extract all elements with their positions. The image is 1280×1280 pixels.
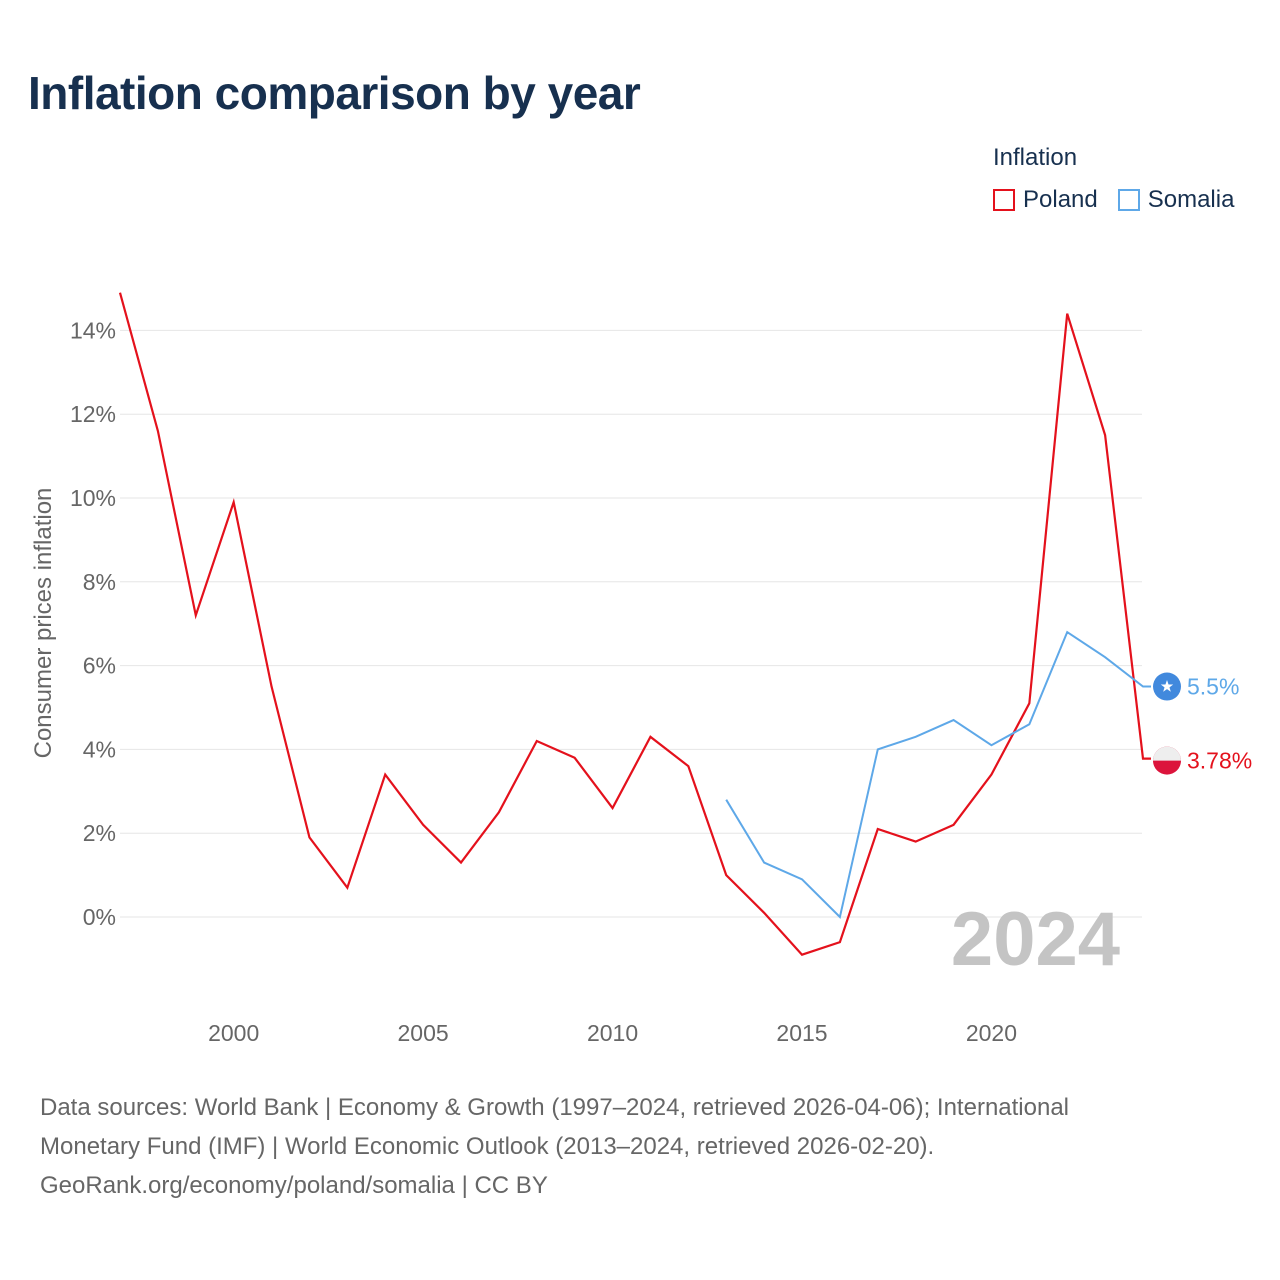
data-point-poland[interactable]	[572, 755, 578, 761]
poland-end-marker: 3.78%	[1153, 746, 1252, 775]
legend-label-poland: Poland	[1023, 186, 1098, 213]
x-tick-label: 2020	[966, 1020, 1017, 1046]
end-value-label-somalia: 5.5%	[1187, 674, 1239, 700]
legend-label-somalia: Somalia	[1147, 186, 1235, 213]
footer: Data sources: World Bank | Economy & Gro…	[40, 1088, 1220, 1205]
data-point-somalia[interactable]	[761, 860, 767, 866]
data-point-poland[interactable]	[1140, 756, 1146, 762]
data-point-poland[interactable]	[117, 290, 123, 296]
data-point-somalia[interactable]	[988, 742, 994, 748]
end-markers: 3.78% 5.5%	[1153, 672, 1252, 775]
data-point-somalia[interactable]	[913, 734, 919, 740]
y-tick-label: 6%	[83, 653, 116, 679]
data-point-poland[interactable]	[344, 885, 350, 891]
x-tick-label: 2005	[398, 1020, 449, 1046]
series-line-poland[interactable]	[118, 292, 1151, 956]
series-line-somalia[interactable]	[725, 630, 1151, 919]
data-point-poland[interactable]	[913, 839, 919, 845]
footer-sources-line2: Monetary Fund (IMF) | World Economic Out…	[40, 1133, 935, 1160]
data-point-poland[interactable]	[155, 428, 161, 434]
data-point-somalia[interactable]	[1102, 654, 1108, 660]
legend-item-somalia[interactable]: Somalia	[1117, 186, 1235, 214]
data-point-poland[interactable]	[496, 809, 502, 815]
data-point-poland[interactable]	[647, 734, 653, 740]
somalia-end-marker: 5.5%	[1153, 672, 1239, 701]
data-point-poland[interactable]	[1026, 700, 1032, 706]
somalia-star-icon	[1160, 680, 1174, 692]
data-point-poland[interactable]	[534, 738, 540, 744]
data-point-poland[interactable]	[269, 684, 275, 690]
y-axis-label: Consumer prices inflation	[30, 488, 57, 759]
data-point-poland[interactable]	[193, 612, 199, 618]
data-point-somalia[interactable]	[837, 914, 843, 920]
x-tick-label: 2000	[208, 1020, 259, 1046]
data-point-somalia[interactable]	[951, 717, 957, 723]
data-point-somalia[interactable]	[1140, 684, 1146, 690]
y-tick-label: 10%	[70, 485, 116, 511]
footer-sources-line1: Data sources: World Bank | Economy & Gro…	[40, 1094, 1070, 1121]
data-point-poland[interactable]	[306, 834, 312, 840]
data-point-poland[interactable]	[723, 872, 729, 878]
data-point-somalia[interactable]	[1064, 629, 1070, 635]
data-point-somalia[interactable]	[875, 746, 881, 752]
data-point-poland[interactable]	[1064, 311, 1070, 317]
data-point-poland[interactable]	[231, 499, 237, 505]
poland-flag-white-half	[1153, 746, 1181, 761]
data-point-poland[interactable]	[837, 939, 843, 945]
grid-lines	[120, 329, 1142, 918]
chart-title: Inflation comparison by year	[28, 67, 641, 119]
y-tick-label: 12%	[70, 401, 116, 427]
series-lines	[117, 290, 1151, 958]
y-tick-label: 14%	[70, 317, 116, 343]
data-point-poland[interactable]	[799, 952, 805, 958]
x-tick-labels: 2000 2005 2010 2015 2020	[208, 1020, 1017, 1046]
y-tick-label: 0%	[83, 904, 116, 930]
data-point-poland[interactable]	[761, 910, 767, 916]
data-point-poland[interactable]	[610, 805, 616, 811]
end-value-label-poland: 3.78%	[1187, 748, 1252, 774]
y-tick-labels: 0% 2% 4% 6% 8% 10% 12% 14%	[70, 317, 116, 930]
data-point-poland[interactable]	[685, 763, 691, 769]
legend-swatch-somalia	[1117, 189, 1140, 211]
legend: Poland Somalia	[993, 186, 1234, 214]
data-point-poland[interactable]	[420, 822, 426, 828]
data-point-somalia[interactable]	[799, 876, 805, 882]
x-tick-label: 2015	[776, 1020, 827, 1046]
legend-item-poland[interactable]: Poland	[993, 186, 1098, 214]
line-chart: 0% 2% 4% 6% 8% 10% 12% 14% 2000 2005 2010 2015 2020…	[30, 290, 1252, 1046]
y-tick-label: 4%	[83, 736, 116, 762]
data-point-poland[interactable]	[988, 772, 994, 778]
legend-title: Inflation	[993, 144, 1078, 171]
data-point-poland[interactable]	[458, 860, 464, 866]
data-point-poland[interactable]	[951, 822, 957, 828]
y-tick-label: 8%	[83, 569, 116, 595]
data-point-poland[interactable]	[1102, 432, 1108, 438]
y-tick-label: 2%	[83, 820, 116, 846]
year-watermark: 2024	[951, 897, 1120, 982]
data-point-poland[interactable]	[875, 826, 881, 832]
footer-credit[interactable]: GeoRank.org/economy/poland/somalia | CC …	[40, 1172, 548, 1199]
data-point-somalia[interactable]	[1026, 721, 1032, 727]
data-point-somalia[interactable]	[723, 797, 729, 803]
x-tick-label: 2010	[587, 1020, 638, 1046]
legend-swatch-poland	[993, 189, 1015, 211]
data-point-poland[interactable]	[382, 772, 388, 778]
